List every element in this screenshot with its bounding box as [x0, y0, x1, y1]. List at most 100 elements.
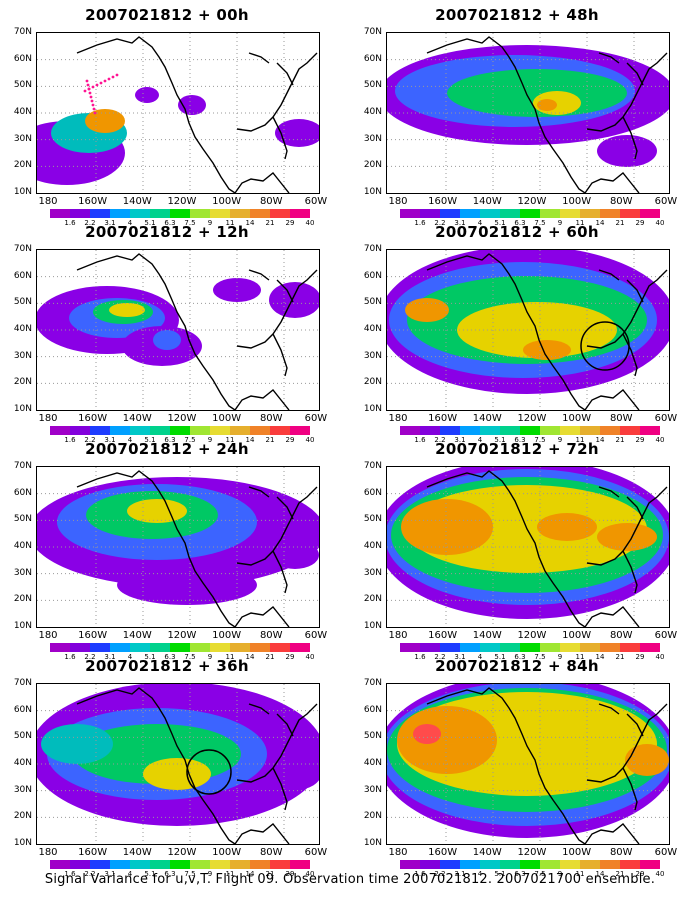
map-area: [36, 249, 320, 411]
colorbar-label: 21: [615, 870, 625, 878]
lon-tick-label: 60W: [304, 196, 328, 207]
flight-track-dot: [91, 103, 95, 107]
map-panel: 2007021812 + 24h 70N 60N 50N 40N 30N 20N 10N 180…: [2, 440, 332, 661]
flight-track-dot: [92, 107, 96, 111]
colorbar-label: 40: [655, 219, 665, 227]
colorbar-label: 40: [655, 870, 665, 878]
variance-region: [397, 706, 497, 774]
panel-title: 2007021812 + 24h: [85, 440, 249, 458]
lat-tick-label: 50N: [363, 297, 382, 308]
lon-tick-label: 60W: [654, 847, 678, 858]
colorbar-swatch: [170, 860, 190, 869]
variance-contour-map: [37, 684, 319, 844]
colorbar-label: 14: [595, 436, 605, 444]
lat-tick-label: 20N: [363, 377, 382, 388]
panel-title: 2007021812 + 12h: [85, 223, 249, 241]
lat-tick-label: 40N: [13, 324, 32, 334]
colorbar-label: 11: [575, 870, 585, 878]
variance-region: [269, 282, 319, 318]
colorbar-swatch: [230, 643, 250, 652]
colorbar-label: 2.2: [84, 436, 96, 444]
lat-tick-label: 50N: [13, 297, 32, 308]
colorbar-label: 5.1: [144, 653, 156, 661]
colorbar-swatch: [50, 426, 70, 435]
colorbar-swatch: [90, 860, 110, 869]
lat-tick-label: 60N: [363, 53, 382, 64]
colorbar-swatch: [580, 426, 600, 435]
lon-tick-label: 100W: [212, 413, 242, 424]
lon-tick-label: 100W: [562, 630, 592, 641]
colorbar-label: 5.1: [494, 870, 506, 878]
lon-tick-label: 160W: [428, 413, 458, 424]
lat-tick-label: 70N: [13, 461, 32, 471]
colorbar-label: 14: [245, 653, 255, 661]
colorbar-label: 29: [635, 870, 645, 878]
lat-tick-label: 30N: [13, 567, 32, 578]
colorbar-label: 21: [615, 436, 625, 444]
colorbar-label: 7.5: [534, 870, 546, 878]
lon-tick-label: 60W: [304, 847, 328, 858]
lat-tick-label: 10N: [363, 404, 382, 414]
lon-tick-label: 180: [388, 196, 408, 207]
colorbar-swatch: [150, 643, 170, 652]
colorbar-label: 14: [595, 219, 605, 227]
colorbar: [50, 209, 310, 218]
lat-tick-label: 60N: [363, 487, 382, 498]
colorbar-swatch: [270, 643, 290, 652]
colorbar-label: 5.1: [494, 436, 506, 444]
flight-track-dot: [99, 81, 103, 85]
colorbar-swatch: [230, 209, 250, 218]
lat-tick-label: 30N: [363, 350, 382, 361]
lon-tick-label: 80W: [259, 630, 283, 641]
map-area: [36, 466, 320, 628]
coastline: [426, 687, 668, 844]
colorbar-swatch: [500, 426, 520, 435]
lat-tick-label: 70N: [13, 678, 32, 688]
colorbar-swatch: [50, 209, 70, 218]
colorbar-label: 40: [655, 653, 665, 661]
lon-tick-label: 180: [38, 630, 58, 641]
flight-track-dot: [85, 79, 89, 83]
lon-tick-label: 60W: [304, 630, 328, 641]
colorbar-label: 3.1: [104, 870, 116, 878]
colorbar-swatch: [400, 643, 420, 652]
colorbar-label: 29: [285, 436, 295, 444]
colorbar-swatch: [70, 209, 90, 218]
lat-tick-label: 40N: [13, 758, 32, 768]
lat-tick-label: 70N: [13, 27, 32, 37]
colorbar-swatch: [170, 426, 190, 435]
colorbar-swatch: [190, 209, 210, 218]
colorbar-label: 9: [557, 219, 563, 227]
target-region-circle: [186, 749, 232, 795]
colorbar: [400, 426, 660, 435]
lat-tick-label: 50N: [363, 731, 382, 742]
variance-region: [109, 303, 145, 317]
lon-tick-label: 100W: [212, 196, 242, 207]
colorbar-swatch: [420, 209, 440, 218]
colorbar-label: 1.6: [64, 219, 76, 227]
lat-tick-label: 30N: [13, 133, 32, 144]
coastline: [426, 470, 668, 627]
lon-tick-label: 140W: [472, 196, 502, 207]
colorbar-label: 4: [127, 219, 133, 227]
lat-tick-label: 40N: [363, 107, 382, 117]
flight-track-dot: [88, 91, 92, 95]
variance-region: [127, 499, 187, 523]
map-panel: 2007021812 + 00h 70N 60N 50N 40N 30N 20N 10N 180…: [2, 6, 332, 227]
lat-tick-label: 10N: [13, 621, 32, 631]
colorbar-label: 6.3: [164, 653, 176, 661]
colorbar-label: 11: [225, 436, 235, 444]
map-panel: 2007021812 + 48h 70N 60N 50N 40N 30N 20N 10N 180…: [352, 6, 682, 227]
lat-tick-label: 30N: [363, 784, 382, 795]
lat-tick-label: 20N: [363, 811, 382, 822]
colorbar-swatch: [640, 860, 660, 869]
lat-tick-label: 60N: [363, 270, 382, 281]
colorbar-swatch: [250, 860, 270, 869]
colorbar-swatch: [640, 643, 660, 652]
colorbar-swatch: [130, 860, 150, 869]
colorbar-label: 29: [285, 870, 295, 878]
lat-tick-label: 70N: [363, 461, 382, 471]
variance-region: [597, 135, 657, 167]
lon-tick-label: 160W: [78, 413, 108, 424]
lon-tick-label: 140W: [122, 413, 152, 424]
